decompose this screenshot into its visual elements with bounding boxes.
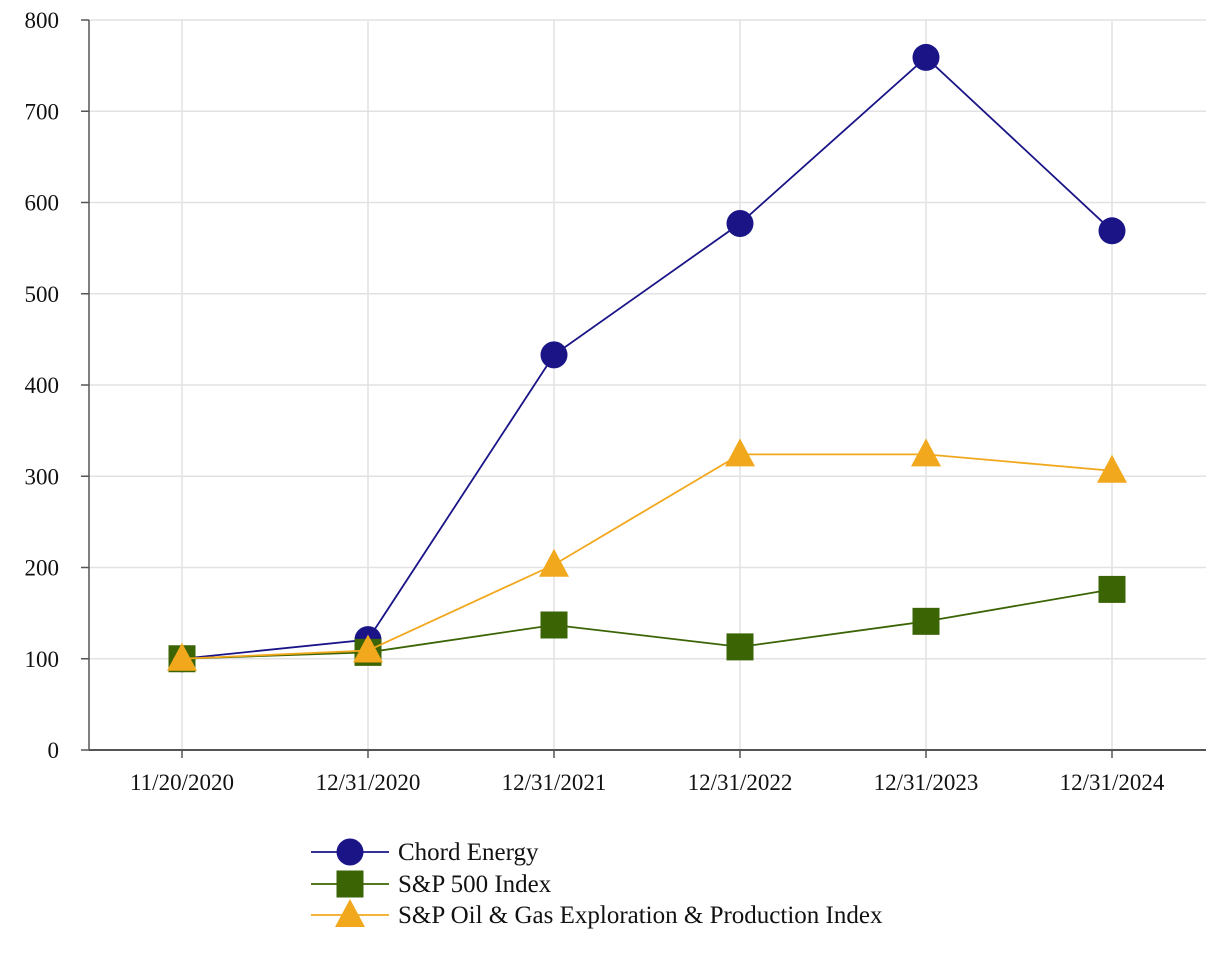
x-tick-label: 12/31/2022 (688, 770, 793, 795)
series-line-square (181, 588, 1113, 660)
gridlines (89, 19, 1206, 750)
legend-marker-square (336, 870, 364, 898)
series-line-circle (181, 56, 1113, 660)
x-tick-label: 12/31/2020 (316, 770, 421, 795)
data-point-triangle (539, 548, 569, 577)
legend-marker-circle (336, 838, 364, 866)
series-lines (167, 43, 1127, 673)
legend-label: S&P Oil & Gas Exploration & Production I… (398, 902, 883, 929)
series-circle (168, 43, 1126, 673)
y-tick-label: 300 (25, 464, 60, 489)
legend-label: S&P 500 Index (398, 871, 552, 898)
x-tick-label: 12/31/2021 (502, 770, 607, 795)
data-point-square (912, 607, 940, 635)
legend: Chord Energy S&P 500 Index S&P Oil & Gas E… (311, 838, 883, 929)
y-tick-label: 200 (25, 556, 60, 581)
y-tick-label: 0 (48, 738, 60, 763)
data-point-triangle (353, 634, 383, 663)
x-tick-label: 11/20/2020 (130, 770, 234, 795)
data-point-triangle (725, 438, 755, 467)
data-point-square (540, 611, 568, 639)
data-point-triangle (1097, 454, 1127, 483)
data-point-circle (726, 209, 754, 237)
series-line-triangle (181, 453, 1113, 660)
series-square (168, 575, 1126, 673)
legend-marker-triangle (335, 899, 365, 927)
data-point-circle (1098, 217, 1126, 245)
axes: 0 100 200 300 400 500 600 700 800 11/20/2020 12/31… (25, 8, 1206, 795)
data-point-circle (540, 341, 568, 369)
x-tick-label: 12/31/2023 (874, 770, 979, 795)
y-tick-label: 500 (25, 282, 60, 307)
y-tick-label: 600 (25, 191, 60, 216)
legend-item: Chord Energy (311, 838, 539, 866)
data-point-triangle (911, 438, 941, 467)
y-tick-label: 700 (25, 99, 60, 124)
series-triangle (167, 438, 1127, 671)
y-tick-label: 100 (25, 647, 60, 672)
data-point-triangle (167, 642, 197, 671)
legend-item: S&P 500 Index (311, 870, 552, 898)
y-tick-label: 400 (25, 373, 60, 398)
x-tick-label: 12/31/2024 (1060, 770, 1165, 795)
y-tick-label: 800 (25, 8, 60, 33)
data-point-square (1098, 575, 1126, 603)
data-point-circle (912, 43, 940, 71)
data-point-square (726, 633, 754, 661)
legend-label: Chord Energy (398, 839, 539, 866)
legend-item: S&P Oil & Gas Exploration & Production I… (311, 899, 883, 929)
